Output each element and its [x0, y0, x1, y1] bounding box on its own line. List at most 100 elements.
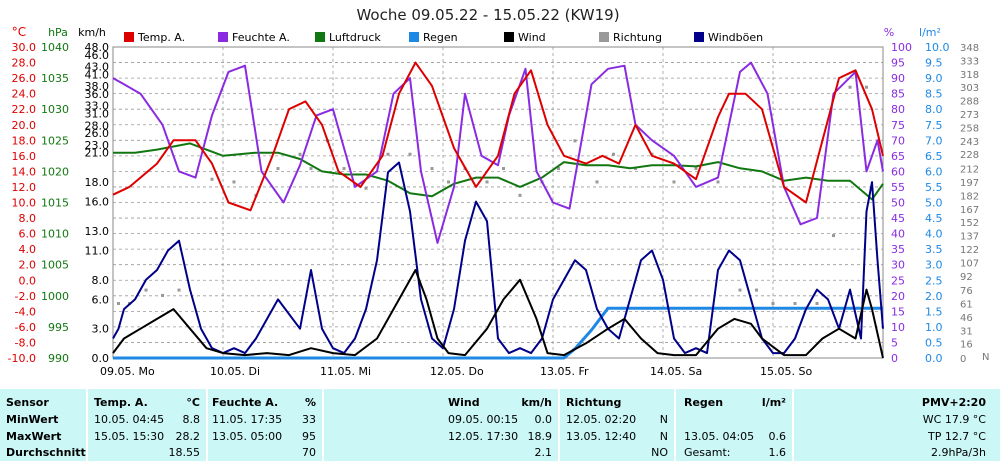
hum-min-value: 33	[302, 413, 316, 426]
header-temp: Temp. A.	[94, 396, 148, 409]
dir-max-time: 13.05. 12:40	[566, 430, 637, 443]
wind-min-value: 0.0	[534, 413, 553, 426]
humidity-tick-label: 60	[891, 165, 905, 178]
rain-tick-label: 7.0	[925, 134, 943, 147]
header-humidity: Feuchte A.	[212, 396, 279, 409]
header-direction: Richtung	[566, 396, 622, 409]
temp-tick-label: -10.0	[8, 352, 36, 365]
direction-tick-label: 122	[960, 245, 979, 256]
temp-tick-label: 30.0	[12, 41, 37, 54]
pressure-tick-label: 1040	[41, 41, 69, 54]
row-label-avg: Durchschnitt	[6, 446, 86, 459]
temp-tick-label: -8.0	[15, 336, 36, 349]
direction-tick-label: 273	[960, 110, 979, 121]
temp-tick-label: 20.0	[12, 119, 37, 132]
pressure-tick-label: 1025	[41, 134, 69, 147]
richtung-point	[832, 234, 835, 238]
pressure-tick-label: 1015	[41, 197, 69, 210]
dir-min-value: N	[659, 413, 668, 426]
col-sensor: Sensor MinWert MaxWert Durchschnitt	[0, 389, 86, 461]
statistics-table: Sensor MinWert MaxWert Durchschnitt Temp…	[0, 389, 1000, 461]
rain-tick-label: 9.0	[925, 72, 943, 85]
wind-tick-label: 26.0	[85, 127, 110, 140]
richtung-point	[738, 288, 742, 292]
richtung-point	[232, 180, 236, 184]
direction-tick-label: 46	[960, 313, 973, 324]
wind-max-value: 18.9	[527, 430, 553, 443]
header-wind-unit: km/h	[521, 396, 552, 409]
rain-tick-label: 1.0	[925, 321, 943, 334]
wind-max-time: 12.05. 17:30	[448, 430, 519, 443]
humidity-tick-label: 75	[891, 119, 905, 132]
wind-min-time: 09.05. 00:15	[448, 413, 519, 426]
direction-tick-label: 167	[960, 205, 979, 216]
wind-tick-label: 0.0	[92, 352, 110, 365]
rain-total-value: 1.6	[768, 446, 787, 459]
temp-tick-label: 10.0	[12, 197, 37, 210]
rain-tick-label: 2.0	[925, 290, 943, 303]
richtung-point	[408, 152, 412, 156]
richtung-point	[485, 180, 489, 184]
richtung-point	[386, 152, 390, 156]
rain-axis-unit: l/m²	[919, 26, 941, 39]
legend-label: Regen	[423, 31, 458, 44]
richtung-point	[771, 301, 775, 305]
humidity-tick-label: 100	[891, 41, 912, 54]
legend-swatch	[315, 32, 325, 42]
rain-tick-label: 6.0	[925, 165, 943, 178]
chart-legend: Temp. A. Feuchte A. Luftdruck Regen Wind Rich…	[124, 31, 763, 44]
rain-tick-label: 4.5	[925, 212, 943, 225]
wind-tick-label: 13.0	[85, 225, 110, 238]
hum-avg-value: 70	[302, 446, 316, 459]
header-temp-unit: °C	[186, 396, 200, 409]
temp-avg-value: 18.55	[168, 446, 201, 459]
temp-tick-label: 0.0	[19, 274, 37, 287]
header-rain-unit: l/m²	[761, 396, 786, 409]
wind-tick-label: 21.0	[85, 147, 110, 160]
rain-max-time: 13.05. 04:05	[684, 430, 755, 443]
direction-tick-label: 212	[960, 165, 979, 176]
feuchte-a-line	[112, 61, 884, 244]
x-day-label: 09.05. Mo	[100, 365, 155, 378]
col-wind: Wind km/h 09.05. 00:15 0.0 12.05. 17:30 …	[324, 389, 558, 461]
legend-label: Luftdruck	[329, 31, 381, 44]
legend-swatch	[218, 32, 228, 42]
wind-tick-label: 8.0	[92, 274, 110, 287]
rain-tick-label: 10.0	[925, 41, 950, 54]
rain-tick-label: 7.5	[925, 119, 943, 132]
legend-swatch	[694, 32, 704, 42]
rain-tick-label: 0.0	[925, 352, 943, 365]
temp-tick-label: 16.0	[12, 150, 37, 163]
humidity-tick-label: 40	[891, 228, 905, 241]
legend-label: Wind	[518, 31, 546, 44]
col-humidity: Feuchte A. % 11.05. 17:35 33 13.05. 05:0…	[208, 389, 322, 461]
pressure-tick-label: 990	[48, 352, 69, 365]
pressure-tick-label: 995	[48, 321, 69, 334]
x-day-label: 15.05. So	[760, 365, 812, 378]
temp-min-time: 10.05. 04:45	[94, 413, 165, 426]
direction-tick-label: 333	[960, 56, 979, 67]
rain-tick-label: 8.5	[925, 88, 943, 101]
temp-max-value: 28.2	[175, 430, 201, 443]
pressure-tick-label: 1030	[41, 103, 69, 116]
x-day-label: 11.05. Mi	[320, 365, 371, 378]
direction-tick-label: 197	[960, 178, 979, 189]
temp-a-line	[112, 61, 884, 212]
legend-swatch	[409, 32, 419, 42]
richtung-point	[518, 193, 522, 197]
wind-line	[112, 269, 884, 359]
wind-tick-label: 46.0	[85, 49, 110, 62]
direction-north-label: N	[982, 352, 989, 363]
dir-avg-value: NO	[651, 446, 668, 459]
wind-tick-label: 16.0	[85, 196, 110, 209]
direction-tick-label: 303	[960, 83, 979, 94]
humidity-tick-label: 25	[891, 274, 905, 287]
richtung-point	[815, 301, 819, 305]
rain-tick-label: 1.5	[925, 305, 943, 318]
chart-title: Woche 09.05.22 - 15.05.22 (KW19)	[356, 6, 619, 24]
direction-tick-label: 137	[960, 232, 979, 243]
x-day-label: 13.05. Fr	[540, 365, 589, 378]
header-rain: Regen	[684, 396, 724, 409]
richtung-point	[672, 180, 676, 184]
pressure-tick-label: 1005	[41, 259, 69, 272]
